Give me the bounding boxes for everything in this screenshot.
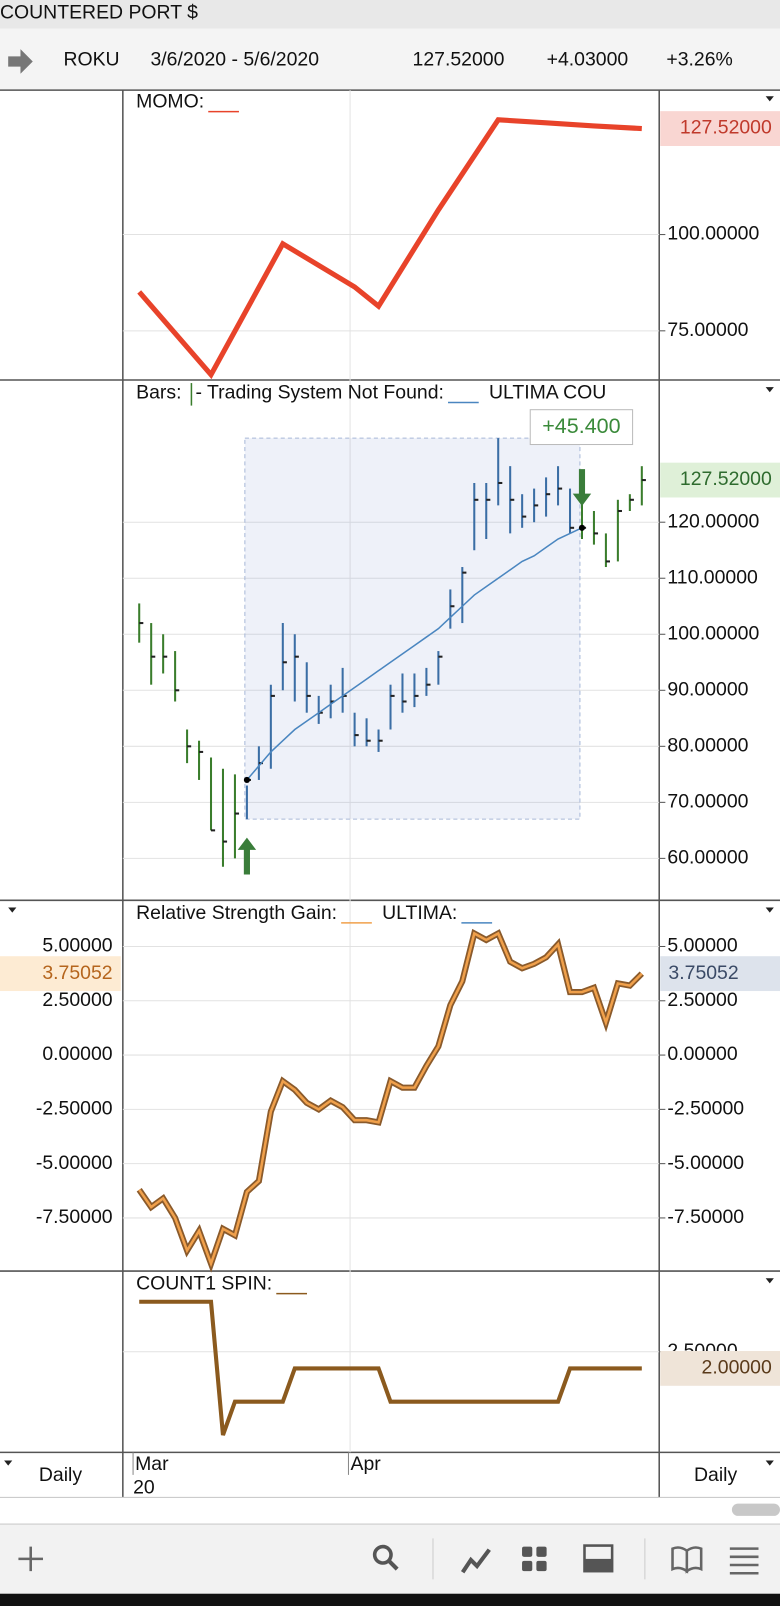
y-tick-label-left: 5.00000: [42, 935, 112, 957]
last: 127.52000: [413, 49, 505, 71]
legend-label: ULTIMA:: [382, 902, 457, 924]
momo-line: [137, 117, 642, 380]
exit-arrow: [572, 469, 592, 506]
entry-arrow: [237, 837, 257, 875]
panel-button[interactable]: [583, 1544, 614, 1573]
y-tick-label: 110.00000: [667, 566, 758, 588]
change-pct: +3.26%: [666, 49, 732, 71]
trade-box: [244, 437, 581, 820]
value-badge: [660, 111, 780, 146]
y-tick-label: 90.00000: [667, 678, 748, 700]
chart-button[interactable]: [460, 1548, 491, 1574]
legend-label: Relative Strength Gain:: [136, 902, 337, 924]
y-tick-label-left: -2.50000: [36, 1097, 113, 1119]
scrollbar[interactable]: [731, 1503, 780, 1516]
y-tick-label: 80.00000: [667, 734, 748, 756]
entry-dot: [243, 776, 250, 784]
y-tick-label: 5.00000: [667, 935, 737, 957]
profit-box: [529, 409, 634, 446]
grid-button[interactable]: [522, 1546, 547, 1572]
x-right-label: Daily: [694, 1464, 737, 1486]
value-badge-label: 3.75052: [668, 962, 738, 984]
value-badge: [660, 1350, 780, 1386]
value-badge: [0, 956, 121, 992]
y-tick-label-left: -7.50000: [36, 1206, 113, 1228]
rs-line: [138, 931, 643, 1268]
search-button[interactable]: [372, 1544, 399, 1571]
x-year: 20: [133, 1476, 155, 1498]
value-badge-label: 2.00000: [702, 1357, 772, 1379]
month-label: Mar: [135, 1453, 169, 1475]
y-tick-label-left: 0.00000: [42, 1043, 112, 1065]
y-tick-label-left: 2.50000: [42, 989, 112, 1011]
y-tick-label: 0.00000: [667, 1043, 737, 1065]
y-tick-label: 100.00000: [667, 622, 759, 644]
y-tick-label: 100.00000: [667, 223, 759, 245]
profit-label: +45.400: [542, 414, 620, 438]
month-label: Apr: [351, 1453, 382, 1475]
legend-label: COUNT1 SPIN:: [136, 1273, 272, 1295]
value-badge-label: 3.75052: [42, 962, 112, 984]
book-button[interactable]: [671, 1546, 703, 1574]
legend-label: - Trading System Not Found:: [196, 381, 444, 403]
title-bar: [0, 0, 780, 29]
value-badge: [660, 956, 780, 992]
arrow-icon[interactable]: [8, 49, 33, 74]
legend-label: ULTIMA COU: [489, 381, 606, 403]
exit-dot: [578, 524, 586, 531]
value-badge: [660, 462, 780, 498]
menu-button[interactable]: [729, 1547, 759, 1575]
y-tick-label: -5.00000: [667, 1152, 744, 1174]
value-badge-label: 127.52000: [680, 468, 772, 490]
y-tick-label-left: -5.00000: [36, 1152, 113, 1174]
x-left-label: Daily: [39, 1464, 82, 1486]
value-badge-label: 127.52000: [680, 117, 772, 139]
range: 3/6/2020 - 5/6/2020: [150, 49, 319, 71]
y-tick-label: 2.50000: [667, 989, 737, 1011]
y-tick-label: 120.00000: [667, 510, 759, 532]
bottom-bar: [0, 1593, 780, 1606]
y-tick-label: -7.50000: [667, 1206, 744, 1228]
legend-label: Bars:: [136, 381, 181, 403]
symbol: ROKU: [63, 49, 119, 71]
spin-line: [139, 1299, 642, 1436]
symbol-row[interactable]: [0, 28, 780, 91]
add-button[interactable]: [18, 1546, 43, 1572]
y-tick-label: 70.00000: [667, 790, 748, 812]
change: +4.03000: [547, 49, 629, 71]
y-tick-label: 75.00000: [667, 319, 748, 341]
legend-label: MOMO:: [136, 91, 204, 113]
y-tick-label: 60.00000: [667, 847, 748, 869]
y-tick-label: -2.50000: [667, 1097, 744, 1119]
title: COUNTERED PORT $: [0, 1, 198, 23]
ultima-line: [246, 527, 583, 781]
